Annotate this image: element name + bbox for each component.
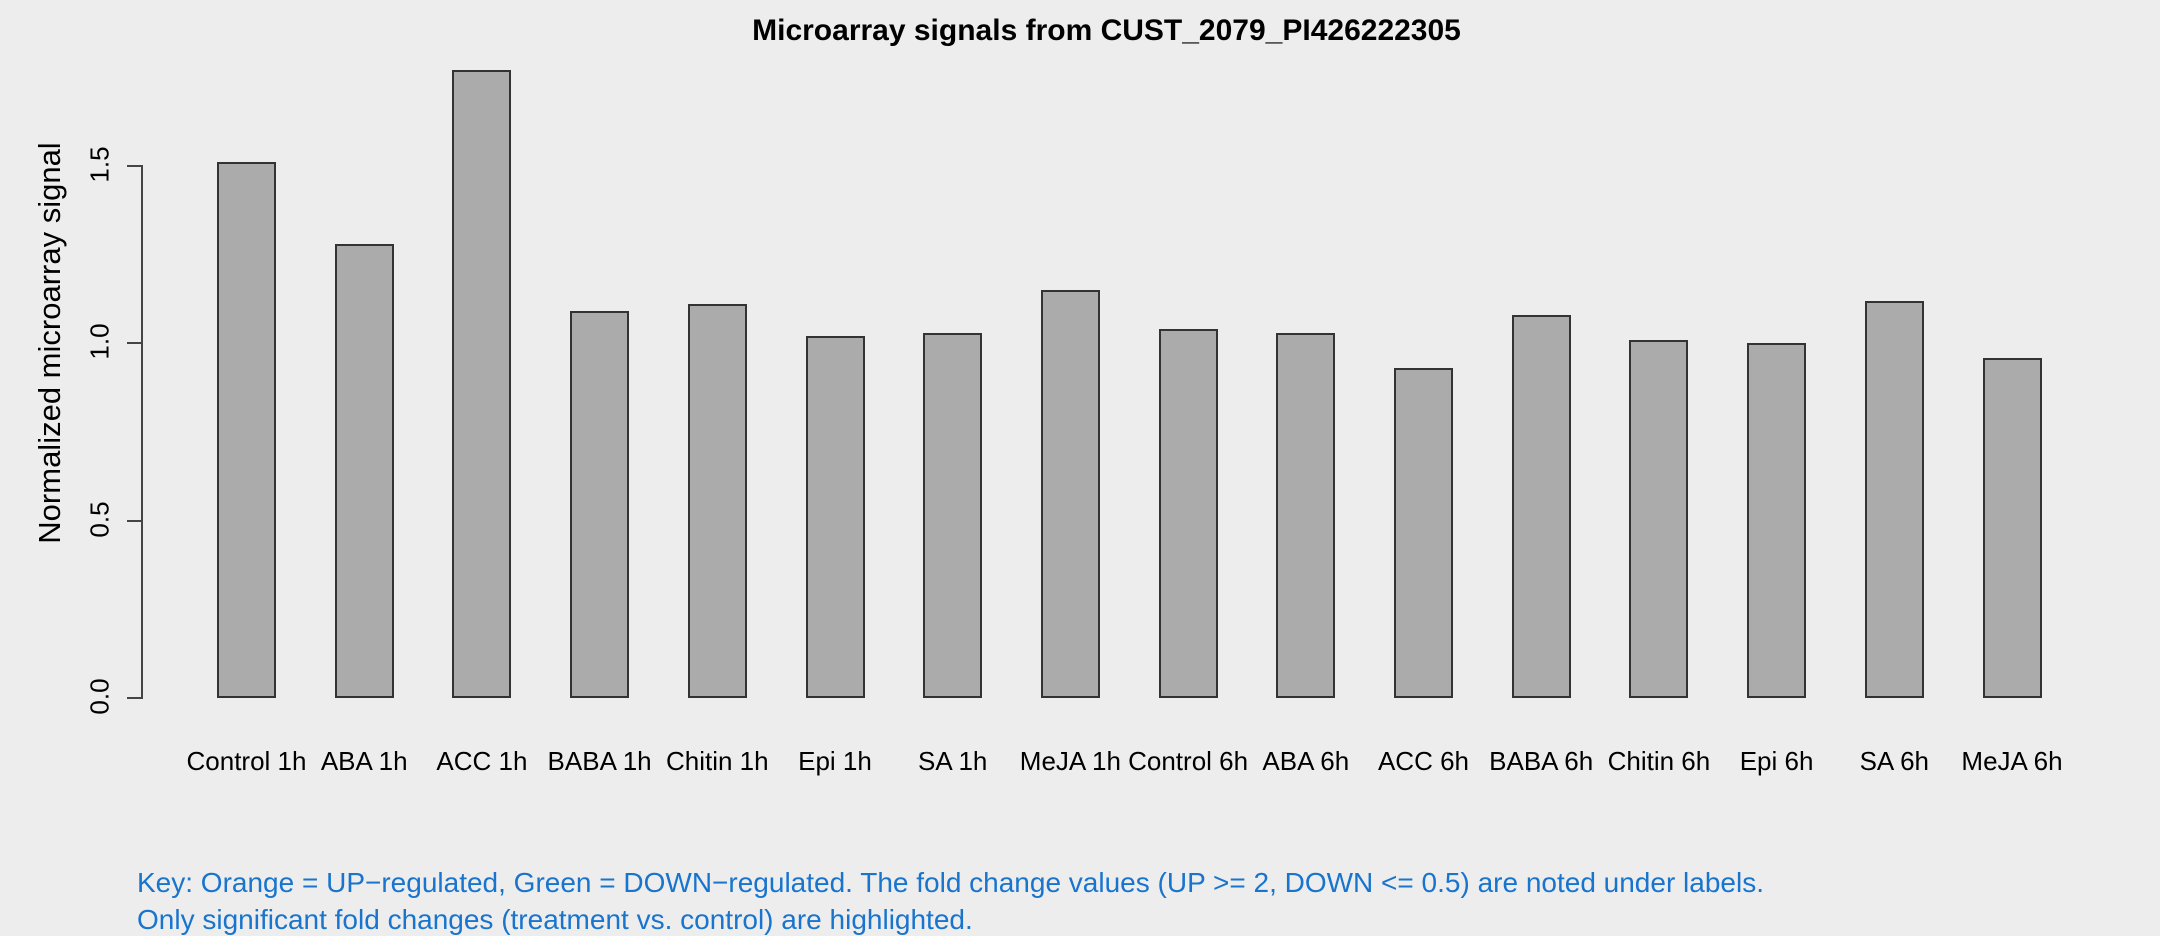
bar-control-1h — [217, 162, 276, 698]
y-tick-label: 1.0 — [84, 323, 115, 360]
bar-meja-1h — [1040, 290, 1100, 698]
bar-baba-6h — [1511, 314, 1571, 698]
bar-epi-1h — [805, 336, 865, 698]
x-axis-label: Chitin 6h — [1607, 746, 1711, 776]
x-axis-label: Chitin 1h — [665, 746, 769, 776]
bar-aba-1h — [334, 244, 394, 698]
y-tick-mark — [127, 697, 143, 699]
bar-chitin-6h — [1629, 339, 1689, 698]
y-tick-label: 1.5 — [84, 146, 115, 183]
x-axis-label: SA 6h — [1859, 746, 1929, 776]
y-tick-mark — [127, 342, 143, 345]
x-axis-label: MeJA 6h — [1961, 746, 2063, 776]
key-note: Key: Orange = UP−regulated, Green = DOWN… — [137, 864, 1764, 936]
bar-meja-6h — [1982, 357, 2042, 698]
bar-baba-1h — [570, 311, 630, 698]
bar-sa-1h — [923, 332, 983, 698]
bar-sa-6h — [1864, 300, 1924, 698]
y-axis-title: Normalized microarray signal — [32, 142, 67, 544]
x-axis-label: MeJA 1h — [1019, 746, 1121, 776]
x-axis-label: SA 1h — [917, 746, 988, 776]
bar-epi-6h — [1747, 343, 1807, 698]
x-axis-label: ABA 1h — [320, 746, 408, 776]
x-axis-label: Control 1h — [186, 746, 307, 776]
x-axis-label: ABA 6h — [1262, 746, 1350, 776]
bar-acc-1h — [452, 70, 512, 698]
y-axis-line — [141, 166, 143, 699]
chart-title: Microarray signals from CUST_2079_PI4262… — [752, 14, 1461, 47]
key-note-line1: Key: Orange = UP−regulated, Green = DOWN… — [137, 867, 1764, 898]
bar-control-6h — [1158, 329, 1218, 698]
y-tick-label: 0.0 — [84, 678, 115, 715]
key-note-line2: Only significant fold changes (treatment… — [137, 904, 973, 935]
x-axis-label: ACC 1h — [436, 746, 528, 776]
x-axis-label: Epi 1h — [798, 746, 872, 776]
bar-acc-6h — [1394, 368, 1453, 698]
x-axis-label: Epi 6h — [1739, 746, 1814, 776]
bar-chitin-1h — [687, 304, 747, 698]
y-tick-mark — [127, 519, 143, 522]
x-axis-label: BABA 1h — [547, 746, 652, 776]
bar-aba-6h — [1276, 332, 1336, 698]
y-tick-mark — [127, 164, 143, 167]
x-axis-label: Control 6h — [1128, 746, 1249, 776]
x-axis-label: BABA 6h — [1489, 746, 1594, 776]
y-tick-label: 0.5 — [84, 501, 115, 538]
x-axis-label: ACC 6h — [1377, 746, 1470, 776]
